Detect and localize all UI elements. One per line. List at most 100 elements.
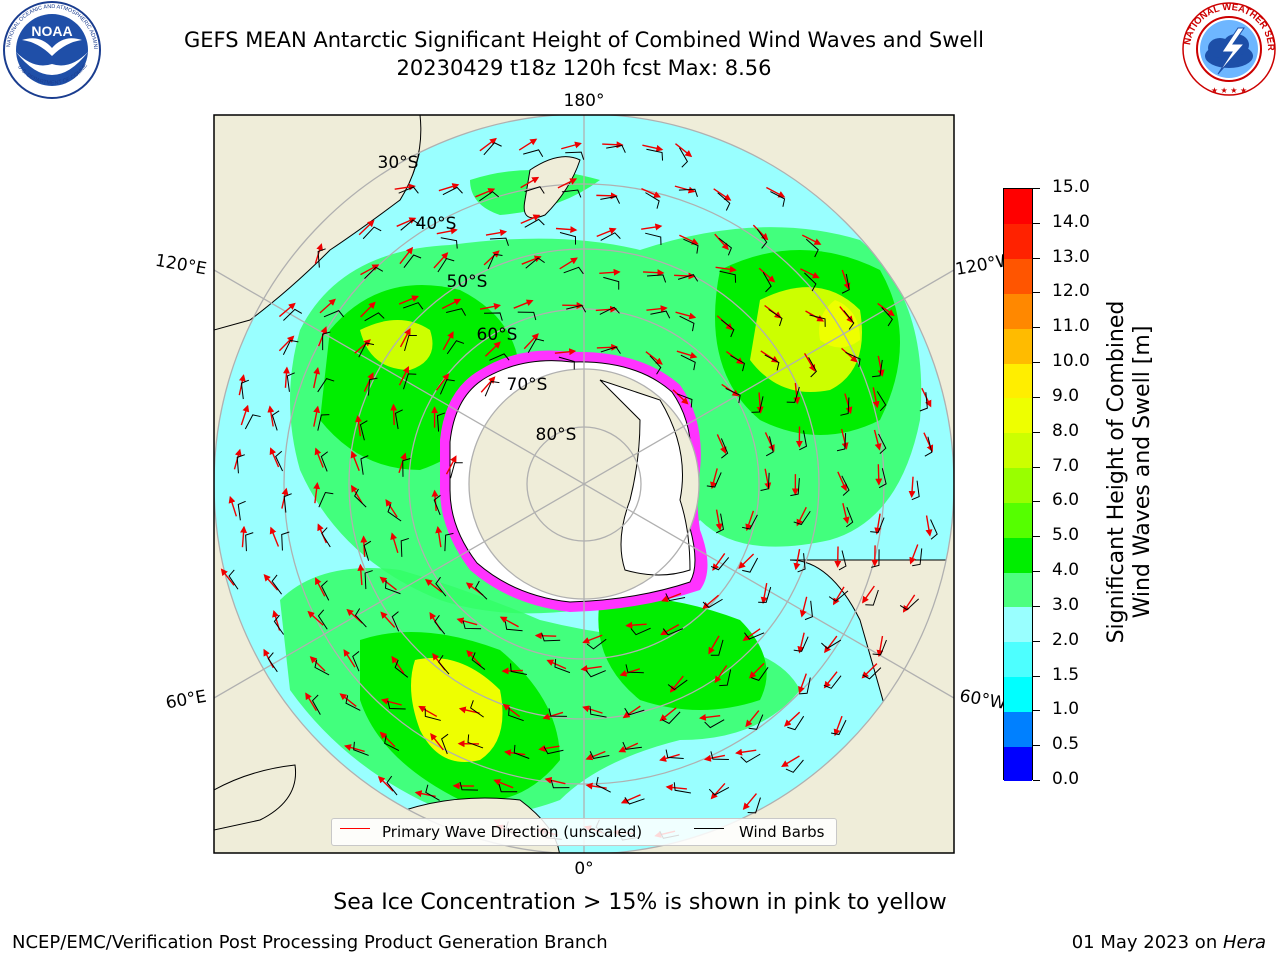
wave-direction-arrow xyxy=(269,526,280,547)
wave-direction-arrow xyxy=(343,649,356,668)
lat-label-50s: 50°S xyxy=(447,272,488,292)
colorbar-tick-label: 15.0 xyxy=(1052,177,1090,197)
wave-direction-arrow xyxy=(735,748,757,756)
wave-direction-arrow xyxy=(643,269,665,277)
wind-barb xyxy=(283,493,292,513)
colorbar-tick-label: 6.0 xyxy=(1052,490,1080,511)
wave-direction-arrow xyxy=(708,635,720,655)
wave-direction-arrow xyxy=(435,525,443,548)
wind-barb xyxy=(470,700,484,718)
wind-barb xyxy=(440,237,458,249)
wave-direction-arrow xyxy=(582,634,603,644)
wave-direction-arrow xyxy=(742,793,757,811)
nws-stars: ★ ★ ★ ★ xyxy=(1211,86,1247,95)
wave-direction-arrow xyxy=(442,331,454,351)
wind-barb xyxy=(504,621,523,632)
wave-direction-arrow xyxy=(585,750,606,761)
wave-direction-arrow xyxy=(642,144,664,152)
wind-barb xyxy=(317,378,335,393)
wave-direction-arrow xyxy=(357,563,365,586)
wave-direction-arrow xyxy=(875,464,883,486)
wave-direction-arrow xyxy=(582,705,603,714)
wind-barb xyxy=(459,781,479,791)
wind-barb xyxy=(479,191,500,202)
wind-barb xyxy=(625,664,644,674)
wind-barb xyxy=(317,248,326,268)
wave-direction-arrow xyxy=(425,579,443,593)
wind-barb xyxy=(878,468,887,489)
colorbar-tick-label: 7.0 xyxy=(1052,455,1080,476)
wind-barb xyxy=(662,628,684,636)
lat-label-40s: 40°S xyxy=(416,214,457,234)
wind-barb xyxy=(441,733,449,755)
wind-barb xyxy=(282,339,299,355)
wave-direction-arrow xyxy=(269,447,280,468)
wave-direction-arrow xyxy=(480,376,496,393)
wave-direction-arrow xyxy=(520,214,541,224)
wind-barb xyxy=(804,272,817,292)
wave-direction-arrow xyxy=(544,776,566,785)
colorbar-tick-label: 0.0 xyxy=(1052,769,1080,789)
wave-direction-arrow xyxy=(618,742,639,753)
wave-direction-arrow xyxy=(842,503,850,525)
wave-direction-arrow xyxy=(307,610,324,626)
wave-direction-arrow xyxy=(713,188,732,201)
wind-barb xyxy=(809,314,826,327)
wave-direction-arrow xyxy=(595,305,618,313)
wind-barb xyxy=(843,310,855,330)
wind-barb xyxy=(524,218,545,228)
colorbar-tick-label: 8.0 xyxy=(1052,420,1080,441)
wind-barb xyxy=(487,253,503,270)
wind-barb xyxy=(314,659,330,676)
wave-direction-arrow xyxy=(738,553,755,569)
wave-direction-arrow xyxy=(760,582,768,605)
wind-barb xyxy=(704,719,725,729)
wind-barb xyxy=(403,254,422,269)
wind-barb xyxy=(363,540,372,561)
wave-direction-arrow xyxy=(555,226,578,234)
lon-label-120e: 120°E xyxy=(154,251,208,280)
wind-barb xyxy=(665,593,686,602)
wind-barb xyxy=(322,331,331,351)
wind-barb xyxy=(622,741,642,750)
wind-barb xyxy=(787,715,805,731)
wave-direction-arrow xyxy=(220,568,235,586)
colorbar-tick-mark xyxy=(1033,571,1040,573)
wave-direction-arrow xyxy=(675,311,697,320)
wind-barb xyxy=(548,708,567,717)
colorbar-cell xyxy=(1004,397,1032,434)
wind-barb xyxy=(437,257,455,273)
wave-direction-arrow xyxy=(674,272,696,280)
colorbar-tick-mark xyxy=(1033,222,1040,224)
title-line-2: 20230429 t18z 120h fcst Max: 8.56 xyxy=(396,56,772,80)
wind-barb xyxy=(706,472,722,488)
wave-direction-arrow xyxy=(441,298,462,310)
wave-direction-arrow xyxy=(715,509,723,531)
wave-direction-arrow xyxy=(399,246,414,265)
wave-direction-arrow xyxy=(561,141,582,150)
wind-barb xyxy=(760,472,770,492)
chart-title: GEFS MEAN Antarctic Significant Height o… xyxy=(0,26,1168,82)
colorbar-tick-label: 13.0 xyxy=(1052,246,1090,267)
wind-barb xyxy=(403,373,417,390)
colorbar-label-line-1: Significant Height of Combined xyxy=(1104,300,1129,644)
colorbar-tick-label: 3.0 xyxy=(1052,594,1080,615)
wind-barb xyxy=(710,751,729,760)
wind-barb xyxy=(498,783,518,793)
wave-direction-arrow xyxy=(267,405,275,427)
wind-barb xyxy=(484,380,500,397)
wind-barb xyxy=(845,507,854,528)
wind-barb xyxy=(566,304,587,313)
wind-barb xyxy=(364,312,385,322)
wind-barb xyxy=(911,480,920,501)
wind-barb xyxy=(237,500,246,521)
sea-ice-caption: Sea Ice Concentration > 15% is shown in … xyxy=(333,890,947,915)
wave-direction-arrow xyxy=(380,697,402,706)
wind-barb xyxy=(400,219,420,231)
lat-label-30s: 30°S xyxy=(378,153,419,173)
wind-barb xyxy=(836,433,847,452)
wave-direction-arrow xyxy=(430,733,444,751)
wave-direction-arrow xyxy=(580,665,602,672)
wave-direction-arrow xyxy=(391,655,405,674)
wave-direction-arrow xyxy=(876,635,884,658)
